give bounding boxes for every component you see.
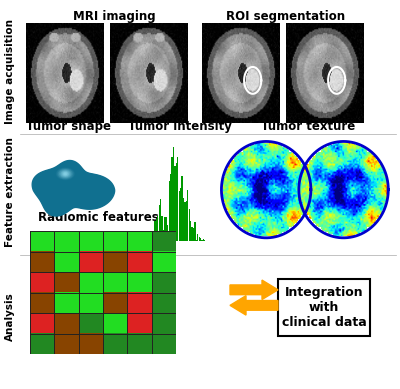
Bar bbox=[200, 238, 201, 241]
Polygon shape bbox=[35, 162, 112, 214]
Bar bbox=[158, 205, 160, 241]
Text: MRI imaging: MRI imaging bbox=[73, 10, 155, 23]
Bar bbox=[153, 234, 154, 241]
Text: Analysis: Analysis bbox=[5, 293, 15, 342]
Polygon shape bbox=[52, 173, 91, 199]
Bar bbox=[172, 157, 173, 241]
Polygon shape bbox=[41, 166, 104, 208]
Bar bbox=[147, 237, 148, 241]
Bar bbox=[196, 240, 197, 241]
Bar bbox=[170, 174, 171, 241]
Bar bbox=[191, 227, 193, 241]
Polygon shape bbox=[43, 167, 102, 207]
Polygon shape bbox=[58, 169, 73, 179]
Bar bbox=[181, 176, 183, 241]
Polygon shape bbox=[48, 170, 96, 202]
Polygon shape bbox=[56, 175, 86, 196]
Bar bbox=[176, 163, 177, 241]
Polygon shape bbox=[53, 173, 89, 198]
Bar bbox=[174, 166, 176, 241]
Bar bbox=[140, 240, 141, 241]
Polygon shape bbox=[38, 164, 108, 212]
Polygon shape bbox=[39, 165, 107, 210]
Text: ROI segmentation: ROI segmentation bbox=[226, 10, 346, 23]
Bar bbox=[180, 188, 181, 241]
Bar bbox=[173, 147, 174, 241]
Polygon shape bbox=[62, 171, 69, 176]
Bar bbox=[204, 240, 206, 241]
Bar bbox=[168, 181, 170, 241]
Polygon shape bbox=[63, 172, 68, 175]
Bar bbox=[152, 236, 153, 241]
Polygon shape bbox=[34, 161, 113, 215]
Bar bbox=[201, 240, 203, 241]
Polygon shape bbox=[45, 169, 99, 205]
Polygon shape bbox=[64, 173, 67, 175]
Bar bbox=[188, 209, 190, 241]
Bar bbox=[194, 223, 196, 241]
Text: Radiomic features: Radiomic features bbox=[38, 211, 158, 224]
Bar bbox=[144, 239, 146, 241]
Text: Integration
with
clinical data: Integration with clinical data bbox=[282, 286, 366, 329]
Bar bbox=[186, 201, 187, 241]
Bar bbox=[157, 216, 158, 241]
Text: Tumor shape: Tumor shape bbox=[26, 120, 110, 133]
Bar bbox=[150, 233, 151, 241]
Bar bbox=[156, 219, 157, 241]
Text: Tumor texture: Tumor texture bbox=[261, 120, 355, 133]
Bar bbox=[162, 216, 163, 241]
Text: Feature extraction: Feature extraction bbox=[5, 138, 15, 247]
Bar bbox=[190, 221, 191, 241]
Polygon shape bbox=[44, 168, 100, 206]
Text: Image acquisition: Image acquisition bbox=[5, 19, 15, 124]
Polygon shape bbox=[36, 163, 110, 213]
Bar bbox=[178, 191, 180, 241]
Polygon shape bbox=[46, 170, 97, 203]
FancyArrow shape bbox=[230, 296, 278, 315]
FancyBboxPatch shape bbox=[278, 279, 370, 335]
Polygon shape bbox=[57, 176, 84, 194]
Bar bbox=[154, 221, 156, 241]
Bar bbox=[167, 225, 168, 241]
Polygon shape bbox=[54, 174, 88, 197]
Polygon shape bbox=[32, 161, 115, 216]
FancyArrow shape bbox=[230, 280, 278, 300]
Bar bbox=[203, 239, 204, 241]
Text: Tumor intensity: Tumor intensity bbox=[128, 120, 232, 133]
Bar bbox=[197, 235, 198, 241]
Polygon shape bbox=[60, 170, 70, 177]
Bar bbox=[166, 217, 167, 241]
Bar bbox=[193, 228, 194, 241]
Bar bbox=[164, 217, 166, 241]
Bar bbox=[148, 237, 150, 241]
Bar bbox=[187, 189, 188, 241]
Bar bbox=[184, 202, 186, 241]
Polygon shape bbox=[59, 170, 72, 178]
Polygon shape bbox=[50, 172, 92, 200]
Bar bbox=[163, 230, 164, 241]
Polygon shape bbox=[40, 165, 105, 209]
Polygon shape bbox=[49, 171, 94, 202]
Bar bbox=[198, 237, 200, 241]
Bar bbox=[183, 198, 184, 241]
Bar bbox=[177, 157, 178, 241]
Bar bbox=[143, 240, 144, 241]
Bar bbox=[160, 199, 161, 241]
Bar bbox=[146, 240, 147, 241]
